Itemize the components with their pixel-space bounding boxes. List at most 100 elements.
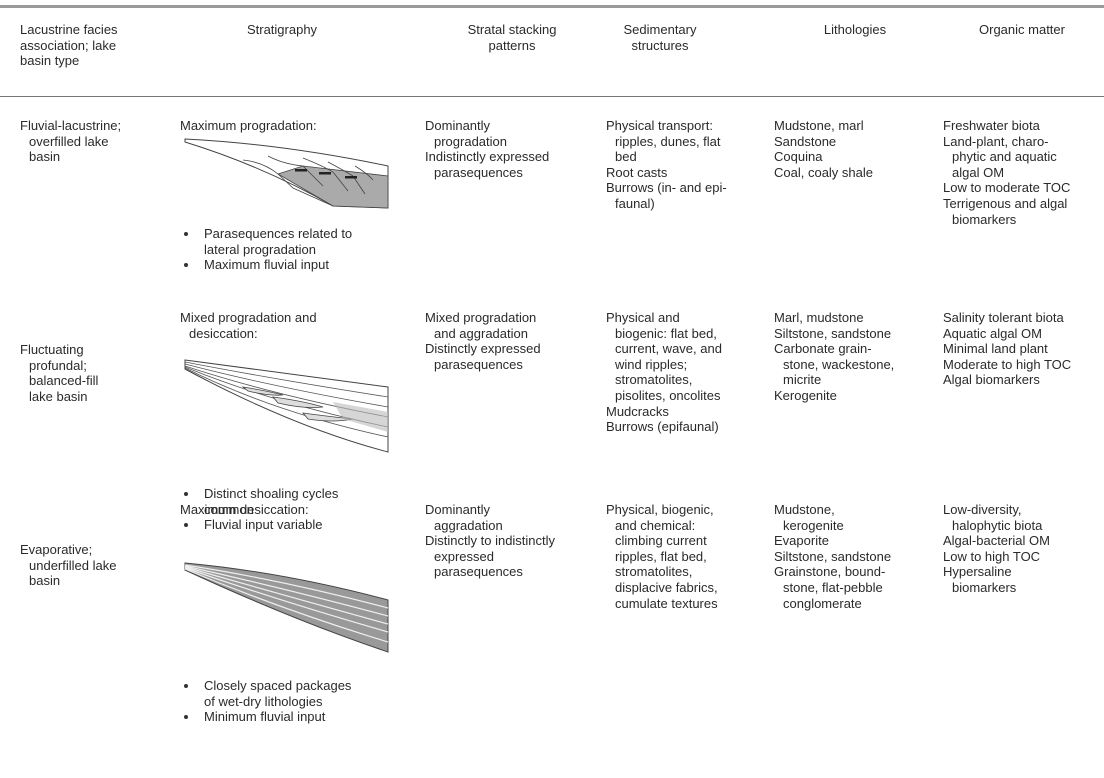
entry: Physical and biogenic: flat bed, current, … <box>606 310 722 404</box>
text-line: Minimum fluvial input <box>204 709 326 725</box>
text-line: Aquatic algal OM <box>943 325 1042 341</box>
text-line: climbing current <box>615 533 707 549</box>
text-line: Mudcracks <box>606 403 669 419</box>
text-line: Kerogenite <box>774 387 837 403</box>
text-line: Land-plant, charo- <box>943 133 1049 149</box>
text-line: basin <box>29 149 61 165</box>
text-line: phytic and aquatic <box>952 149 1057 165</box>
text-line: and aggradation <box>434 325 528 341</box>
text-line: underfilled lake <box>29 557 117 573</box>
text-line: bed <box>615 149 637 165</box>
text-line: biomarkers <box>952 211 1017 227</box>
text-line: Terrigenous and algal <box>943 195 1068 211</box>
text-line: parasequences <box>434 164 523 180</box>
entry: Coal, coaly shale <box>774 165 873 181</box>
text-line: Maximum progradation: <box>180 118 317 133</box>
text-line: faunal) <box>615 195 655 211</box>
text-line: Low to high TOC <box>943 548 1041 564</box>
text-line: Root casts <box>606 164 668 180</box>
text-line: Siltstone, sandstone <box>774 325 892 341</box>
text-line: Distinctly expressed <box>425 341 541 357</box>
text-line: Coquina <box>774 149 823 165</box>
text-line: Distinctly to indistinctly <box>425 533 556 549</box>
header-cell: Stratigraphy <box>247 22 317 38</box>
text-line: Algal biomarkers <box>943 372 1040 388</box>
text-line: Hypersaline <box>943 564 1012 580</box>
header-text: Sedimentary <box>623 22 697 37</box>
text-line: parasequences <box>434 564 523 580</box>
desiccation-diagram <box>184 562 389 653</box>
bullet-list: Parasequences related to lateral prograda… <box>180 226 352 273</box>
text-line: balanced-fill <box>29 373 99 389</box>
bullet-list: Closely spaced packages of wet-dry lithol… <box>180 678 351 725</box>
entry: Siltstone, sandstone <box>774 549 891 565</box>
text-line: Marl, mudstone <box>774 310 864 325</box>
text-line: parasequences <box>434 356 523 372</box>
header-text: basin type <box>20 53 80 69</box>
entry: Physical, biogenic, and chemical: climbing… <box>606 502 718 611</box>
text-line: Burrows (epifaunal) <box>606 419 719 435</box>
header-text: Lithologies <box>823 22 887 37</box>
entry: Kerogenite <box>774 388 894 404</box>
text-line: halophytic biota <box>952 517 1043 533</box>
header-cell: Lithologies <box>824 22 886 38</box>
text-line: Physical and <box>606 310 680 325</box>
text-line: Mixed progradation <box>425 310 537 325</box>
entry: Algal-bacterial OM <box>943 533 1050 549</box>
text-line: Evaporative; <box>20 542 93 557</box>
progradation-diagram <box>184 138 389 209</box>
text-line: Evaporite <box>774 533 829 549</box>
entry: Mixed progradation and aggradation <box>425 310 541 341</box>
entry: Evaporative; underfilled lake basin <box>20 542 116 589</box>
entry: Siltstone, sandstone <box>774 326 894 342</box>
text-line: aggradation <box>434 517 503 533</box>
header-cell: Lacustrine facies association; lake basin … <box>20 22 118 69</box>
entry: Evaporite <box>774 533 891 549</box>
entry: Mudstone, kerogenite <box>774 502 891 533</box>
text-line: common <box>204 501 254 517</box>
text-line: Physical transport: <box>606 118 713 133</box>
entry: Sandstone <box>774 134 873 150</box>
text-line: Fluvial-lacustrine; <box>20 118 122 133</box>
facies-cell: Fluvial-lacustrine; overfilled lake basin <box>20 118 121 165</box>
text-line: profundal; <box>29 357 87 373</box>
text-line: Dominantly <box>425 502 491 517</box>
header-text: Organic matter <box>979 22 1065 37</box>
text-line: Algal-bacterial OM <box>943 533 1050 549</box>
text-line: Physical, biogenic, <box>606 502 714 517</box>
bullet-list: Distinct shoaling cycles common Fluvial in… <box>180 486 338 533</box>
text-line: Fluvial input variable <box>204 517 323 533</box>
text-line: wind ripples; <box>615 356 688 372</box>
text-line: Distinct shoaling cycles <box>204 486 339 501</box>
text-line: Mudstone, marl <box>774 118 864 133</box>
text-line: expressed <box>434 548 494 564</box>
text-line: and chemical: <box>615 517 696 533</box>
entry: Fluctuating profundal; balanced-fill lake b… <box>20 342 98 404</box>
entry: Low-diversity, halophytic biota <box>943 502 1050 533</box>
entry: Terrigenous and algal biomarkers <box>943 196 1070 227</box>
header-text: patterns <box>488 37 536 53</box>
entry: Carbonate grain-stone, wackestone, micrit… <box>774 341 894 388</box>
text-line: Indistinctly expressed <box>425 149 550 165</box>
entry: Distinctly to indistinctly expressed paras… <box>425 533 555 580</box>
entry: Land-plant, charo-phytic and aquatic alga… <box>943 134 1070 181</box>
entry: Physical transport: ripples, dunes, flat b… <box>606 118 727 165</box>
entry: Burrows (in- and epi-faunal) <box>606 180 727 211</box>
entry: Dominantly aggradation <box>425 502 555 533</box>
lithologies-cell: Marl, mudstone Siltstone, sandstone Carbon… <box>774 310 894 404</box>
organic-cell: Freshwater biota Land-plant, charo-phytic… <box>943 118 1070 227</box>
entry: Closely spaced packages of wet-dry lithol… <box>180 678 351 709</box>
header-cell: Stratal stacking patterns <box>468 22 557 53</box>
text-line: Low to moderate TOC <box>943 180 1071 196</box>
text-line: Mixed progradation and <box>180 310 317 325</box>
lithologies-cell: Mudstone, kerogenite Evaporite Siltstone, s… <box>774 502 891 611</box>
entry: Dominantly progradation <box>425 118 549 149</box>
top-rule <box>0 5 1104 8</box>
entry: Maximum fluvial input <box>180 257 352 273</box>
text-line: stone, wackestone, <box>783 356 895 372</box>
entry: Mudstone, marl <box>774 118 873 134</box>
text-line: basin <box>29 573 61 589</box>
header-text: Stratal stacking <box>467 22 557 37</box>
entry: Low to moderate TOC <box>943 180 1070 196</box>
